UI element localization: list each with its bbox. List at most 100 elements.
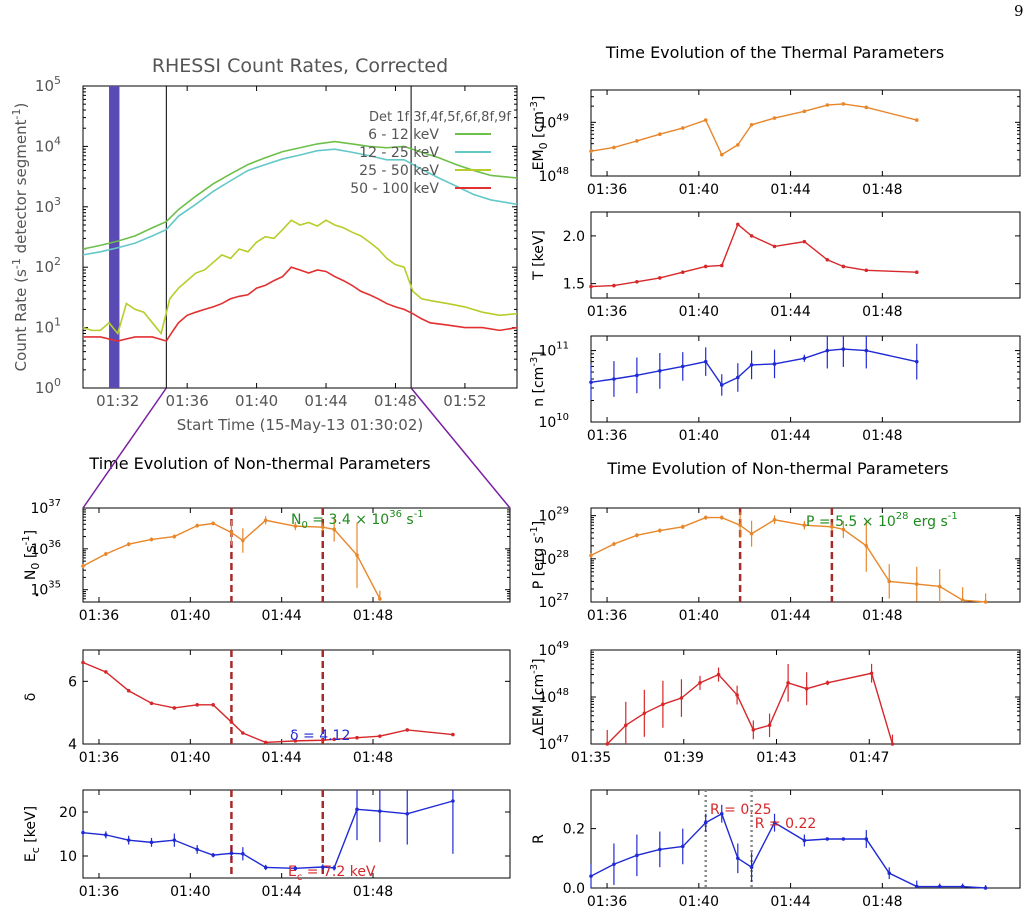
data-point	[680, 270, 685, 275]
data-point	[749, 234, 754, 238]
data-point	[451, 732, 455, 737]
y-axis-label: δ	[23, 693, 39, 702]
data-point	[736, 375, 740, 380]
data-point	[914, 582, 919, 586]
x-tick-label: 01:36	[166, 392, 209, 410]
y-tick-label: 1049	[538, 112, 569, 131]
chart-title: Time Evolution of Non-thermal Parameters	[88, 454, 430, 473]
data-point	[293, 524, 298, 528]
data-point	[825, 681, 830, 685]
data-point	[293, 739, 298, 743]
data-point	[772, 362, 777, 366]
data-point	[378, 734, 382, 738]
data-point	[679, 696, 684, 700]
data-point	[149, 537, 154, 542]
x-tick-label: 01:36	[79, 608, 119, 624]
data-point	[802, 838, 807, 843]
data-point	[786, 681, 790, 685]
data-point	[378, 596, 382, 601]
data-point	[149, 840, 154, 845]
data-point	[802, 356, 807, 361]
x-tick-label: 01:40	[679, 608, 719, 624]
legend-entry: 50 - 100 keV	[350, 181, 439, 197]
x-tick-label: 01:48	[862, 894, 902, 910]
data-point	[864, 543, 869, 548]
data-point	[658, 847, 662, 852]
data-point	[589, 874, 593, 878]
data-point	[332, 527, 336, 532]
data-point	[81, 660, 85, 665]
data-point	[841, 264, 846, 269]
legend-title: Det 1f,3f,4f,5f,6f,8f,9f	[369, 110, 511, 125]
x-tick-label: 01:48	[862, 608, 902, 624]
series-line	[590, 348, 917, 386]
data-point	[869, 671, 874, 676]
x-tick-label: 01:48	[862, 304, 902, 320]
series-line	[83, 266, 518, 342]
y-axis-label: n [cm-3]	[529, 351, 547, 407]
x-tick-label: 01:48	[353, 608, 393, 624]
data-point	[263, 865, 268, 870]
legend-entry: 12 - 25 keV	[359, 145, 439, 161]
data-point	[320, 738, 325, 743]
data-point	[864, 105, 869, 110]
data-point	[612, 377, 616, 381]
y-tick-label: 100	[35, 376, 61, 397]
data-point	[126, 688, 131, 693]
dot-accent	[35, 593, 39, 597]
y-tick-label: 0.0	[563, 881, 585, 897]
series-line	[590, 103, 917, 156]
data-point	[612, 283, 616, 288]
y-tick-label: 1035	[30, 580, 61, 599]
y-tick-label: 0.2	[563, 822, 585, 838]
data-point	[635, 533, 639, 538]
data-point	[864, 268, 869, 273]
data-point	[719, 152, 724, 157]
data-point	[735, 693, 739, 697]
data-point	[772, 820, 777, 825]
y-tick-label: 1028	[538, 549, 569, 568]
x-tick-label: 01:48	[862, 182, 902, 198]
data-point	[749, 122, 754, 127]
x-tick-label: 01:44	[261, 608, 301, 624]
y-tick-label: 105	[35, 74, 61, 95]
zoom-connector-right	[410, 387, 511, 509]
data-point	[825, 103, 830, 107]
data-point	[914, 270, 919, 275]
y-tick-label: 1.5	[563, 277, 585, 293]
y-tick-label: 1027	[538, 592, 569, 611]
data-point	[825, 837, 830, 841]
data-point	[772, 244, 777, 249]
data-point	[914, 118, 919, 122]
data-point	[104, 833, 108, 837]
y-tick-label: 102	[35, 255, 61, 276]
data-point	[703, 118, 708, 122]
data-point	[229, 530, 234, 535]
legend-entry: 6 - 12 keV	[368, 127, 439, 143]
y-tick-label: 4	[68, 737, 77, 753]
y-tick-label: 1010	[538, 412, 569, 431]
x-tick-label: 01:44	[770, 182, 810, 198]
data-point	[703, 820, 708, 825]
data-point	[864, 837, 869, 841]
x-tick-label: 01:36	[587, 428, 627, 444]
data-point	[104, 670, 108, 674]
data-point	[263, 518, 268, 523]
y-tick-label: 1048	[538, 687, 569, 706]
data-point	[825, 348, 830, 353]
y-tick-label: 1049	[538, 640, 569, 659]
data-point	[680, 364, 685, 369]
data-point	[378, 809, 382, 813]
data-point	[890, 742, 895, 746]
data-point	[772, 517, 777, 522]
x-tick-label: 01:48	[353, 884, 393, 900]
chart-ec: 01:36 01:40 01:44 01:48 10 20 Ec [keV] Ec = 7.2…	[23, 789, 511, 900]
x-tick-label: 01:40	[679, 894, 719, 910]
data-point	[241, 731, 245, 735]
x-tick-label: 01:44	[770, 894, 810, 910]
plot-frame	[82, 649, 511, 745]
data-point	[703, 515, 708, 520]
y-tick-label: 1036	[30, 539, 61, 558]
